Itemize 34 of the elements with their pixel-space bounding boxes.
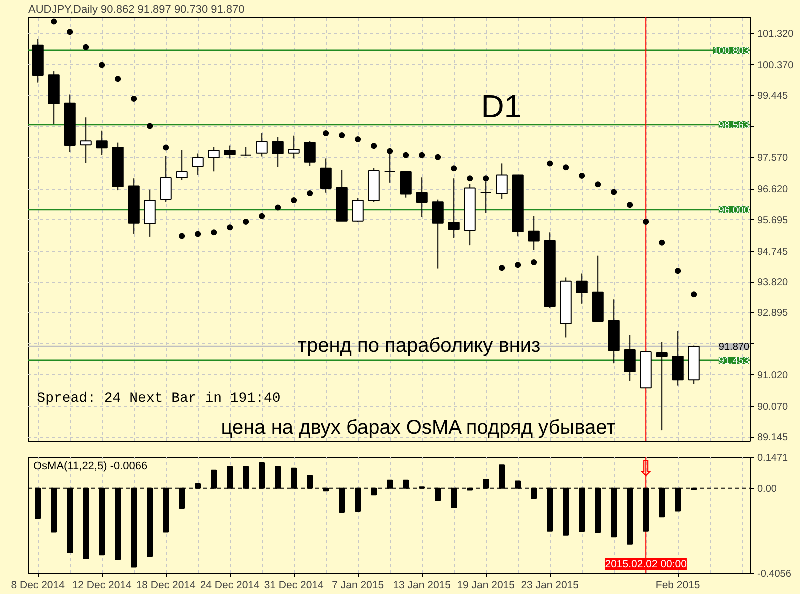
y-tick-label: 97.570 bbox=[758, 153, 789, 164]
y-tick-label: 92.895 bbox=[758, 308, 789, 320]
y-tick-label: 101.320 bbox=[758, 28, 794, 40]
x-tick-label: 8 Dec 2014 bbox=[11, 580, 66, 592]
x-tick-label: 12 Dec 2014 bbox=[72, 580, 132, 592]
ref-line-label: 96.000 bbox=[718, 205, 750, 216]
x-tick-label: 31 Dec 2014 bbox=[264, 580, 324, 592]
x-tick-label: 7 Jan 2015 bbox=[332, 580, 384, 592]
x-tick-label: 24 Dec 2014 bbox=[200, 580, 260, 592]
y-tick-label: 93.820 bbox=[758, 278, 789, 289]
x-tick-label: 19 Jan 2015 bbox=[457, 580, 516, 592]
y-tick-label: 0.00 bbox=[758, 484, 778, 495]
y-tick-label: 95.695 bbox=[758, 215, 789, 226]
annotation: D1 bbox=[481, 88, 522, 125]
x-tick-label: 13 Jan 2015 bbox=[393, 580, 452, 592]
y-tick-label: 94.745 bbox=[758, 246, 789, 258]
annotation: Spread: 24 Next Bar in 191:40 bbox=[37, 391, 281, 408]
y-tick-label: 0.1471 bbox=[758, 453, 789, 464]
x-tick-label: 23 Jan 2015 bbox=[521, 580, 580, 592]
y-tick-label: 99.445 bbox=[758, 91, 789, 102]
chart-title: AUDJPY,Daily 90.862 91.897 90.730 91.870 bbox=[28, 4, 245, 16]
x-tick-label: 2015.02.02 00:00 bbox=[605, 558, 688, 570]
annotation: цена на двух барах OsMA подряд убывает bbox=[221, 416, 616, 439]
annotation: тренд по параболику вниз bbox=[298, 335, 541, 358]
ref-line-label: 91.870 bbox=[718, 342, 750, 354]
y-tick-label: 96.620 bbox=[758, 184, 789, 196]
y-tick-label: 91.020 bbox=[758, 370, 789, 382]
y-tick-label: 90.070 bbox=[758, 402, 789, 413]
x-tick-label: Feb 2015 bbox=[656, 580, 700, 592]
x-tick-label: 18 Dec 2014 bbox=[136, 580, 196, 592]
chart-title: OsMA(11,22,5) -0.0066 bbox=[34, 460, 148, 472]
y-tick-label: -0.4056 bbox=[758, 569, 792, 580]
y-tick-label: 100.370 bbox=[758, 60, 794, 72]
y-tick-label: 89.145 bbox=[758, 432, 789, 444]
